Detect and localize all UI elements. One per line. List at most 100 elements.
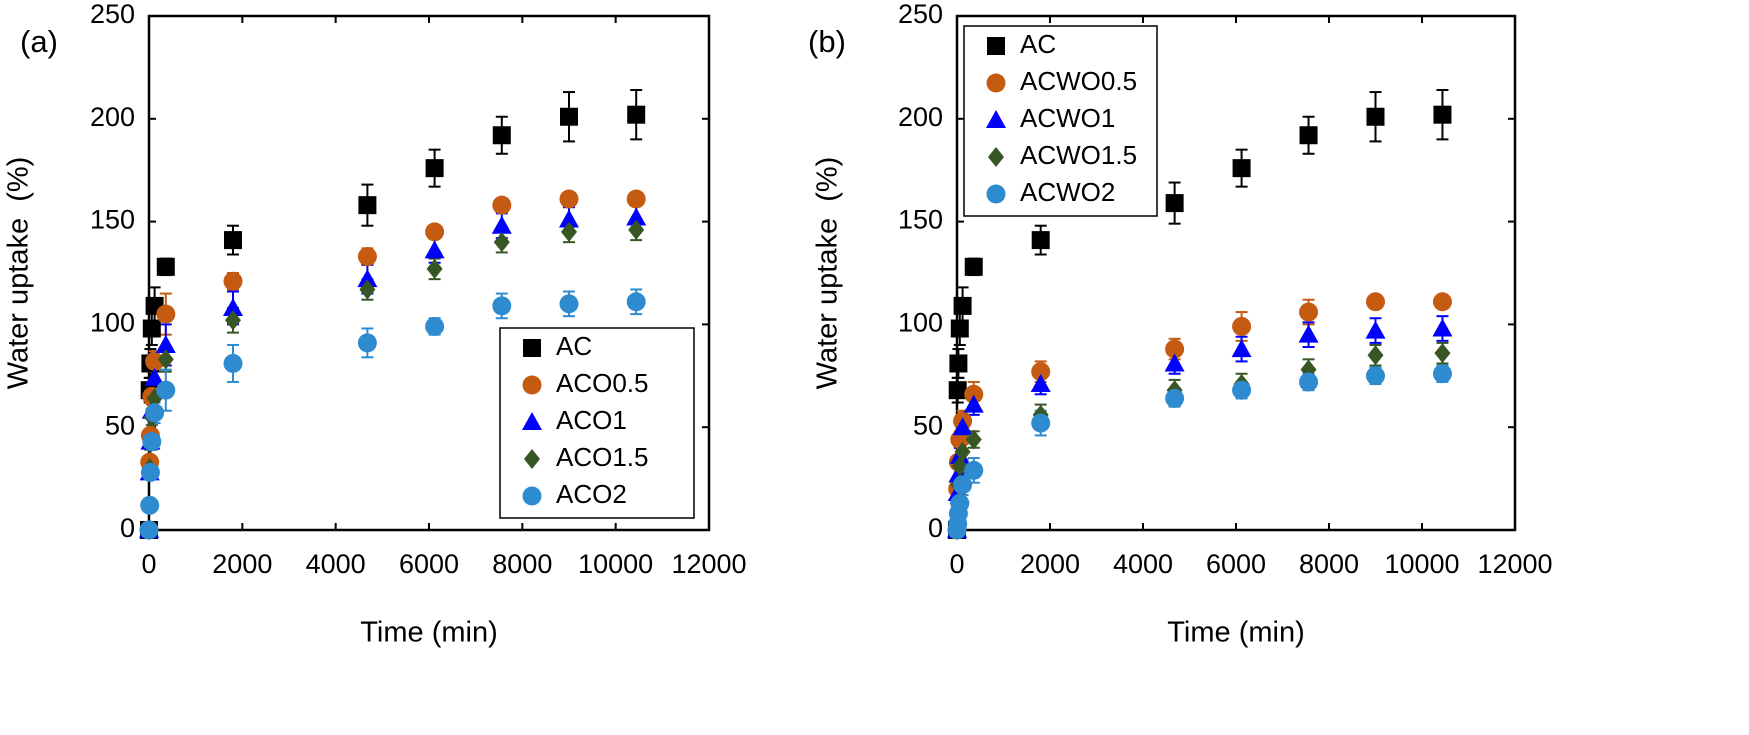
x-tick-label: 2000	[1020, 549, 1080, 579]
data-point-acwo2	[1432, 364, 1452, 384]
data-point-ac	[949, 354, 968, 373]
data-point-aco0-5	[425, 222, 445, 242]
data-point-acwo0-5	[1299, 302, 1319, 322]
data-point-aco1-5	[628, 219, 645, 240]
data-point-ac	[560, 107, 578, 126]
data-point-aco0-5	[357, 247, 377, 267]
data-point-acwo2	[1031, 413, 1051, 433]
data-point-acwo0-5	[1432, 292, 1452, 312]
y-tick-label: 250	[90, 0, 135, 29]
data-point-acwo2	[1165, 388, 1185, 408]
x-tick-label: 12000	[1477, 549, 1552, 579]
data-point-acwo1	[1164, 353, 1185, 372]
legend-label: ACO1	[556, 405, 627, 435]
data-point-ac	[964, 257, 983, 276]
data-point-acwo2	[953, 475, 973, 495]
x-tick-label: 4000	[306, 549, 366, 579]
panel-label: (b)	[808, 24, 846, 59]
y-axis-title: Water uptake (%)	[3, 157, 35, 390]
legend-marker	[986, 110, 1006, 128]
x-tick-label: 10000	[1384, 549, 1459, 579]
x-axis-title: Time (min)	[360, 617, 497, 649]
data-point-acwo0-5	[1232, 316, 1252, 336]
data-point-ac	[1232, 159, 1251, 178]
data-point-aco2	[425, 316, 445, 336]
x-tick-label: 8000	[1299, 549, 1359, 579]
data-point-acwo2	[964, 460, 984, 480]
legend-label: ACO2	[556, 479, 627, 509]
data-point-aco1-5	[561, 221, 577, 242]
data-point-acwo2	[1366, 366, 1385, 386]
data-point-ac	[1366, 107, 1385, 126]
legend-label: ACWO1	[1020, 103, 1115, 133]
data-point-acwo1-5	[954, 441, 971, 462]
data-point-ac	[224, 231, 242, 250]
data-point-aco1	[223, 297, 243, 316]
x-tick-label: 0	[949, 549, 964, 579]
y-tick-label: 250	[898, 0, 943, 29]
legend-marker	[522, 412, 542, 430]
data-point-aco1	[559, 209, 579, 228]
data-point-acwo1-5	[951, 456, 968, 477]
data-point-ac	[1165, 194, 1184, 213]
data-point-aco0-5	[626, 189, 646, 209]
data-point-aco1-5	[359, 279, 376, 300]
legend-label: AC	[556, 331, 592, 361]
data-point-aco1	[144, 367, 165, 386]
y-tick-label: 100	[90, 308, 135, 338]
data-point-ac	[156, 257, 175, 276]
data-point-aco0-5	[559, 189, 579, 209]
data-point-acwo1-5	[1434, 343, 1451, 364]
y-tick-label: 0	[120, 513, 135, 543]
y-tick-label: 100	[898, 308, 943, 338]
data-point-ac	[492, 126, 511, 145]
x-tick-label: 10000	[578, 549, 653, 579]
legend-label: ACWO0.5	[1020, 66, 1137, 96]
data-point-ac	[1031, 231, 1050, 250]
legend-marker	[986, 73, 1006, 93]
legend-marker	[988, 147, 1004, 167]
data-point-aco0-5	[223, 271, 243, 291]
data-point-aco2	[357, 333, 377, 353]
data-point-acwo1	[1298, 324, 1319, 343]
data-point-ac	[950, 319, 969, 338]
legend-label: ACO1.5	[556, 442, 649, 472]
y-tick-label: 0	[928, 513, 943, 543]
y-tick-label: 200	[90, 102, 135, 132]
data-point-acwo1	[1231, 339, 1252, 358]
data-point-ac	[1433, 105, 1452, 124]
panel-label: (a)	[20, 24, 58, 59]
x-tick-label: 6000	[399, 549, 459, 579]
data-point-acwo1	[1432, 318, 1453, 337]
legend-label: ACO0.5	[556, 368, 649, 398]
data-point-aco2	[492, 296, 512, 316]
data-point-acwo0-5	[1366, 292, 1385, 312]
data-point-ac	[425, 159, 444, 178]
data-point-acwo2	[1232, 380, 1252, 400]
data-point-ac	[142, 319, 161, 338]
legend-label: AC	[1020, 29, 1056, 59]
legend-marker	[524, 449, 540, 469]
data-point-acwo1-5	[1367, 345, 1384, 366]
legend-label: ACWO1.5	[1020, 140, 1137, 170]
data-point-aco1	[626, 207, 647, 226]
data-point-acwo0-5	[964, 384, 984, 404]
data-point-acwo1	[1030, 374, 1051, 393]
data-point-ac	[948, 381, 967, 400]
data-point-ac	[358, 196, 377, 215]
data-point-aco0-5	[492, 195, 512, 215]
y-tick-label: 50	[105, 410, 135, 440]
y-tick-label: 150	[898, 205, 943, 235]
data-point-aco2	[139, 520, 159, 540]
data-point-acwo1-5	[965, 429, 982, 450]
data-point-acwo1	[963, 394, 984, 413]
data-point-aco1	[155, 334, 176, 353]
legend-marker	[986, 184, 1006, 204]
x-tick-label: 4000	[1113, 549, 1173, 579]
data-point-acwo0-5	[1031, 362, 1051, 382]
data-point-aco0-5	[145, 351, 165, 371]
data-point-aco1-5	[493, 232, 510, 253]
legend-marker	[522, 486, 542, 506]
legend-label: ACWO2	[1020, 177, 1115, 207]
data-point-acwo1	[952, 417, 973, 436]
